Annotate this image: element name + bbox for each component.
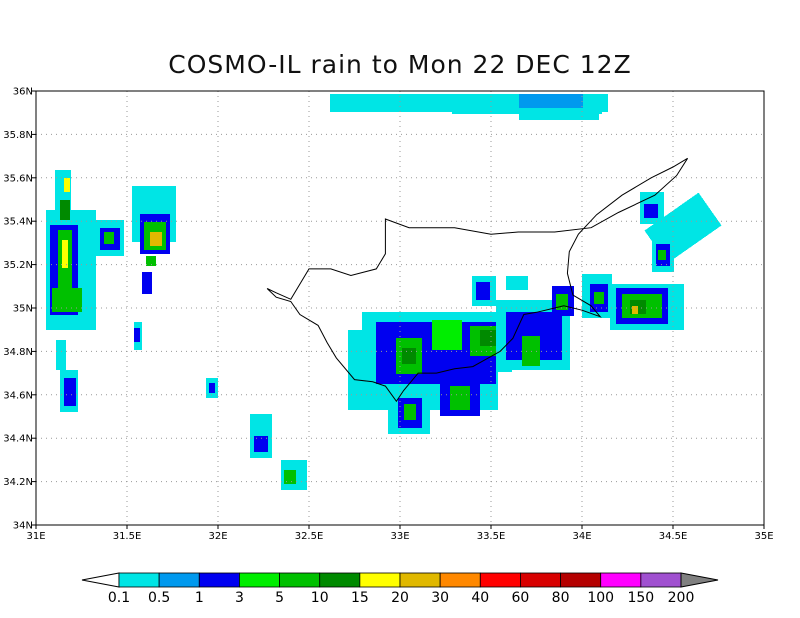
colorbar-label: 10 (311, 590, 329, 606)
x-tick-label: 31.5E (113, 531, 142, 542)
colorbar-label: 1 (195, 590, 204, 606)
axis-ticks: 31E 31.5E 32E 32.5E 33E 33.5E 34E 34.5E 35E 34N 34… (3, 87, 773, 543)
x-tick-label: 33.5E (477, 531, 506, 542)
x-tick-label: 35E (754, 531, 773, 542)
y-tick-label: 35N (13, 304, 33, 315)
colorbar-label: 15 (351, 590, 369, 606)
y-tick-label: 34.4N (3, 434, 33, 445)
colorbar-swatch (399, 572, 441, 588)
colorbar-label: 200 (668, 590, 695, 606)
colorbar-swatch (439, 572, 481, 588)
y-tick-label: 35.4N (3, 217, 33, 228)
colorbar-label: 150 (627, 590, 654, 606)
colorbar-label: 40 (471, 590, 489, 606)
colorbar-label: 100 (587, 590, 614, 606)
colorbar-swatch (560, 572, 602, 588)
x-tick-label: 32.5E (295, 531, 324, 542)
map-title: COSMO-IL rain to Mon 22 DEC 12Z (168, 50, 632, 79)
colorbar-swatch (118, 572, 160, 588)
colorbar-swatch (520, 572, 561, 588)
colorbar-label: 5 (275, 590, 284, 606)
x-tick-label: 31E (26, 531, 45, 542)
y-tick-label: 35.6N (3, 173, 33, 184)
x-tick-label: 34E (572, 531, 591, 542)
colorbar-swatch (479, 572, 521, 588)
colorbar-label: 20 (391, 590, 409, 606)
coastline (266, 157, 689, 403)
cyprus-coastline (266, 157, 689, 403)
colorbar-label: 0.1 (108, 590, 130, 606)
colorbar-label: 3 (235, 590, 244, 606)
y-tick-label: 35.2N (3, 260, 33, 271)
colorbar-label: 60 (512, 590, 530, 606)
colorbar-swatch (640, 572, 682, 588)
precip-field (46, 94, 722, 490)
y-tick-label: 34.2N (3, 477, 33, 488)
colorbar-over-arrow (680, 572, 719, 588)
colorbar-label: 30 (431, 590, 449, 606)
colorbar-swatch (198, 572, 240, 588)
colorbar-label: 0.5 (148, 590, 170, 606)
colorbar-label: 80 (552, 590, 570, 606)
y-tick-label: 35.8N (3, 130, 33, 141)
colorbar-swatch (158, 572, 200, 588)
colorbar-under-arrow (81, 572, 120, 588)
x-tick-label: 33E (390, 531, 409, 542)
colorbar-swatch (600, 572, 642, 588)
colorbar-swatch (359, 572, 401, 588)
y-tick-label: 34.6N (3, 390, 33, 401)
y-tick-label: 34N (13, 521, 33, 532)
y-tick-label: 34.8N (3, 347, 33, 358)
colorbar-swatch (239, 572, 280, 588)
colorbar: 0.1 0.5 1 3 5 10 15 20 30 40 60 80 100 150 200 (81, 572, 719, 606)
x-tick-label: 34.5E (659, 531, 688, 542)
x-tick-label: 32E (208, 531, 227, 542)
colorbar-swatch (319, 572, 361, 588)
colorbar-swatch (279, 572, 321, 588)
y-tick-label: 36N (13, 87, 33, 98)
